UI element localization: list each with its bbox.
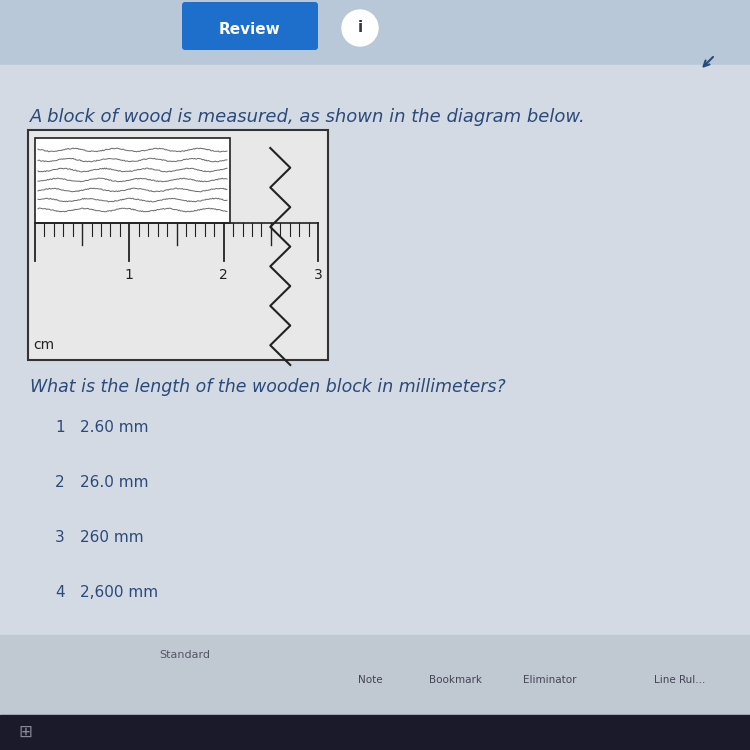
Text: 2: 2	[56, 475, 65, 490]
Text: 2: 2	[219, 268, 228, 282]
Text: Note: Note	[358, 675, 382, 685]
Text: cm: cm	[33, 338, 54, 352]
Text: Bookmark: Bookmark	[428, 675, 482, 685]
Text: ⊞: ⊞	[18, 723, 32, 741]
Text: Eliminator: Eliminator	[524, 675, 577, 685]
Bar	[0, 65, 750, 640]
Text: 26.0 mm: 26.0 mm	[80, 475, 148, 490]
Bar	[0, 715, 750, 750]
Text: 4: 4	[56, 585, 65, 600]
Text: 2.60 mm: 2.60 mm	[80, 420, 148, 435]
Bar	[28, 130, 328, 360]
FancyBboxPatch shape	[182, 2, 318, 50]
Text: i: i	[358, 20, 362, 35]
Bar	[0, 635, 750, 715]
Text: 3: 3	[314, 268, 322, 282]
Text: 260 mm: 260 mm	[80, 530, 144, 545]
Text: What is the length of the wooden block in millimeters?: What is the length of the wooden block i…	[30, 378, 506, 396]
Text: A block of wood is measured, as shown in the diagram below.: A block of wood is measured, as shown in…	[30, 108, 586, 126]
Text: Standard: Standard	[160, 650, 211, 660]
Text: 3: 3	[56, 530, 65, 545]
Text: Review: Review	[219, 22, 280, 38]
Bar	[35, 138, 230, 223]
Text: 1: 1	[125, 268, 134, 282]
Text: Line Rul...: Line Rul...	[654, 675, 706, 685]
Bar	[0, 0, 750, 65]
Text: 1: 1	[56, 420, 65, 435]
Text: 2,600 mm: 2,600 mm	[80, 585, 158, 600]
Circle shape	[342, 10, 378, 46]
